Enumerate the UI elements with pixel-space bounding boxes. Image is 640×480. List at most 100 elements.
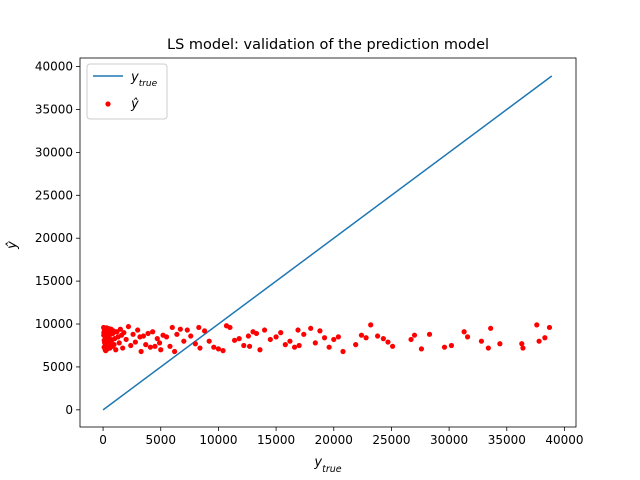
scatter-point bbox=[145, 330, 151, 337]
scatter-point bbox=[167, 343, 173, 349]
scatter-point bbox=[184, 327, 190, 333]
axis-ticks: 0 5000 10000 15000 20000 25000 30000 35000 40000… bbox=[35, 60, 584, 447]
scatter-point bbox=[380, 336, 386, 342]
scatter-point bbox=[534, 322, 540, 328]
scatter-point bbox=[192, 341, 198, 347]
scatter-point bbox=[156, 340, 163, 346]
scatter-point bbox=[201, 328, 208, 334]
scatter-point bbox=[188, 333, 194, 339]
scatter-point bbox=[464, 334, 471, 340]
scatter-point bbox=[220, 348, 226, 354]
scatter-point bbox=[497, 341, 503, 347]
scatter-point bbox=[171, 348, 178, 355]
plot-series bbox=[101, 75, 553, 411]
scatter-point bbox=[441, 344, 448, 350]
legend-entry-dot: ŷ bbox=[130, 97, 139, 112]
x-tick-label: 15000 bbox=[257, 433, 295, 447]
scatter-point bbox=[426, 331, 433, 337]
y-tick-label: 5000 bbox=[42, 360, 73, 374]
x-tick-label: 40000 bbox=[545, 433, 583, 447]
scatter-point bbox=[353, 342, 359, 348]
scatter-point bbox=[211, 344, 217, 350]
scatter-point bbox=[261, 327, 268, 333]
scatter-point bbox=[241, 342, 247, 349]
scatter-point bbox=[105, 341, 112, 347]
scatter-point bbox=[296, 342, 302, 349]
scatter-point bbox=[340, 348, 346, 355]
scatter-point bbox=[117, 326, 123, 332]
scatter-point bbox=[368, 322, 374, 328]
x-axis-label-base: y bbox=[313, 455, 322, 470]
scatter-point bbox=[197, 345, 203, 351]
scatter-point bbox=[101, 330, 107, 336]
scatter-point bbox=[389, 343, 396, 349]
scatter-point bbox=[143, 342, 149, 348]
scatter-point bbox=[282, 342, 288, 348]
legend-entry-line-sub: true bbox=[139, 79, 158, 89]
x-axis-label-sub: true bbox=[322, 464, 342, 475]
scatter-point bbox=[196, 324, 202, 331]
scatter-point bbox=[488, 325, 494, 331]
plot-area bbox=[79, 57, 577, 428]
scatter-point bbox=[245, 333, 252, 339]
scatter-point bbox=[295, 327, 301, 333]
scatter-point bbox=[111, 342, 117, 348]
y-tick-label: 25000 bbox=[35, 188, 73, 202]
scatter-point bbox=[312, 340, 318, 346]
scatter-point bbox=[321, 335, 328, 341]
y-tick-label: 30000 bbox=[35, 145, 73, 159]
legend-dot-marker bbox=[105, 101, 111, 107]
x-tick-label: 5000 bbox=[145, 433, 176, 447]
x-tick-label: 20000 bbox=[315, 433, 353, 447]
scatter-point bbox=[107, 336, 113, 342]
y-tick-label: 35000 bbox=[35, 102, 73, 116]
legend: ytrue ŷ bbox=[86, 63, 168, 120]
scatter-point bbox=[448, 342, 455, 349]
scatter-point bbox=[152, 343, 158, 349]
scatter-point bbox=[287, 338, 293, 344]
scatter-point bbox=[177, 326, 183, 332]
scatter-point bbox=[253, 330, 260, 337]
x-tick-label: 10000 bbox=[199, 433, 237, 447]
scatter-point bbox=[308, 325, 314, 331]
scatter-point bbox=[206, 338, 212, 344]
scatter-point bbox=[140, 333, 147, 339]
y-tick-label: 20000 bbox=[35, 231, 73, 245]
x-axis-label: ytrue bbox=[313, 455, 341, 475]
scatter-point bbox=[326, 344, 332, 350]
scatter-point bbox=[132, 339, 138, 345]
scatter-point bbox=[246, 343, 253, 349]
y-tick-label: 40000 bbox=[35, 60, 73, 74]
legend-entry-line: ytrue bbox=[130, 70, 158, 89]
scatter-point bbox=[231, 337, 238, 343]
scatter-point bbox=[335, 334, 341, 340]
legend-entry-line-base: y bbox=[130, 70, 139, 85]
scatter-point bbox=[163, 334, 170, 340]
scatter-point bbox=[130, 331, 136, 337]
scatter-point bbox=[385, 339, 391, 345]
scatter-point bbox=[128, 342, 134, 349]
scatter-point bbox=[138, 348, 144, 355]
scatter-point bbox=[123, 336, 129, 343]
scatter-point bbox=[174, 331, 180, 337]
scatter-point bbox=[408, 336, 414, 343]
scatter-point bbox=[147, 344, 153, 350]
chart-title: LS model: validation of the prediction m… bbox=[167, 37, 489, 53]
y-tick-label: 0 bbox=[65, 403, 73, 417]
scatter-point bbox=[542, 335, 548, 341]
scatter-point bbox=[215, 346, 222, 352]
scatter-point bbox=[418, 346, 425, 352]
scatter-point bbox=[227, 324, 233, 331]
scatter-point bbox=[317, 328, 323, 334]
scatter-point bbox=[267, 336, 273, 343]
scatter-point bbox=[257, 347, 263, 353]
y-tick-label: 15000 bbox=[35, 274, 73, 288]
x-tick-label: 25000 bbox=[372, 433, 410, 447]
scatter-point bbox=[113, 347, 119, 353]
scatter-point bbox=[181, 338, 187, 344]
scatter-point bbox=[278, 330, 284, 336]
scatter-point bbox=[273, 334, 279, 340]
scatter-point bbox=[291, 344, 298, 350]
scatter-point bbox=[478, 338, 485, 344]
